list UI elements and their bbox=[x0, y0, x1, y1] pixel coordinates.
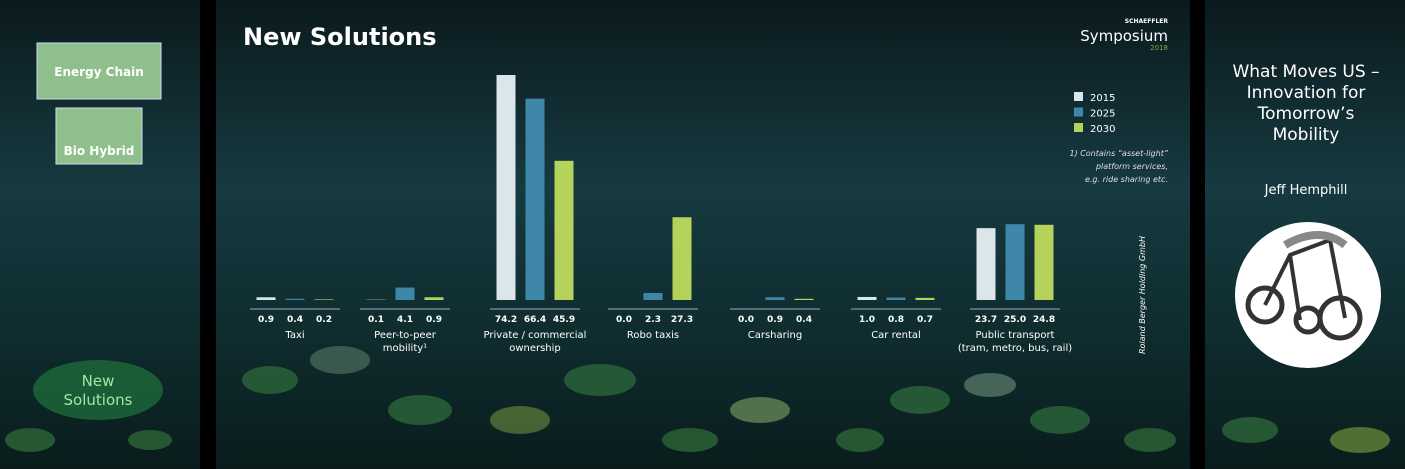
x-tick-label: Private / commercial ownership bbox=[483, 330, 587, 354]
legend-label: 2015 bbox=[1090, 93, 1115, 104]
energy-chain-tile[interactable] bbox=[36, 42, 162, 100]
speaker: Jeff Hemphill bbox=[1264, 183, 1348, 198]
value-label: 1.0 bbox=[859, 315, 875, 325]
current-section: New Solutions bbox=[63, 372, 133, 409]
x-tick-label: Public transport (tram, metro, bus, rail… bbox=[957, 330, 1073, 354]
value-label: 23.7 bbox=[975, 315, 997, 325]
value-label: 74.2 bbox=[495, 315, 517, 325]
footnote: 1) Contains “asset-light” platform servi… bbox=[1069, 149, 1168, 184]
bar bbox=[976, 228, 996, 300]
sidebar-item[interactable]: Bio Hybrid bbox=[64, 144, 135, 158]
bar bbox=[765, 297, 785, 300]
value-label: 0.7 bbox=[917, 315, 933, 325]
value-label: 0.9 bbox=[258, 315, 274, 325]
bar bbox=[857, 296, 877, 300]
legend-label: 2025 bbox=[1090, 109, 1115, 120]
value-label: 0.8 bbox=[888, 315, 904, 325]
bar bbox=[1034, 224, 1054, 300]
value-label: 27.3 bbox=[671, 315, 693, 325]
main-slide bbox=[216, 0, 1190, 469]
bar bbox=[643, 293, 663, 300]
value-label: 66.4 bbox=[524, 315, 546, 325]
x-tick-label: Carsharing bbox=[747, 330, 803, 341]
decoration bbox=[5, 346, 1390, 453]
bike-drawing bbox=[1245, 231, 1363, 341]
bio-hybrid-tile[interactable] bbox=[55, 107, 143, 165]
bar bbox=[1005, 224, 1025, 300]
bar bbox=[672, 217, 692, 300]
value-label: 0.9 bbox=[767, 315, 783, 325]
x-tick-label: Peer-to-peer mobility¹ bbox=[374, 330, 436, 354]
bar bbox=[794, 298, 814, 300]
bike-photo bbox=[1235, 222, 1381, 368]
legend-label: 2030 bbox=[1090, 124, 1115, 135]
x-tick-label: Car rental bbox=[871, 330, 921, 341]
value-label: 0.0 bbox=[738, 315, 754, 325]
bar bbox=[525, 98, 545, 301]
brand-small: SCHAEFFLER bbox=[1125, 18, 1169, 25]
legend-swatch bbox=[1074, 92, 1083, 101]
value-label: 0.4 bbox=[287, 315, 303, 325]
value-label: 0.0 bbox=[616, 315, 632, 325]
value-label: 0.9 bbox=[426, 315, 442, 325]
bar bbox=[886, 297, 906, 300]
legend-swatch bbox=[1074, 107, 1083, 117]
value-label: 0.4 bbox=[796, 315, 812, 325]
source: Roland Berger Holding GmbH bbox=[1138, 236, 1147, 354]
sidebar-item[interactable]: Energy Chain bbox=[54, 65, 144, 79]
bar bbox=[915, 297, 935, 300]
x-tick-label: Taxi bbox=[285, 330, 305, 341]
value-label: 25.0 bbox=[1004, 315, 1026, 325]
bar bbox=[395, 287, 415, 300]
brand: Symposium bbox=[1080, 27, 1168, 45]
bar bbox=[554, 160, 574, 300]
value-label: 45.9 bbox=[553, 315, 575, 325]
legend-swatch bbox=[1074, 123, 1083, 132]
bar bbox=[285, 298, 305, 300]
value-label: 24.8 bbox=[1033, 315, 1055, 325]
value-label: 4.1 bbox=[397, 315, 413, 325]
value-label: 0.2 bbox=[316, 315, 332, 325]
bar bbox=[256, 297, 276, 300]
value-label: 2.3 bbox=[645, 315, 661, 325]
bar bbox=[314, 299, 334, 300]
chart-title: New Solutions bbox=[243, 23, 437, 51]
talk-title: What Moves US – Innovation for Tomorrow’… bbox=[1232, 62, 1380, 145]
value-label: 0.1 bbox=[368, 315, 384, 325]
bar bbox=[496, 75, 516, 300]
bar bbox=[424, 297, 444, 300]
x-tick-label: Robo taxis bbox=[626, 330, 680, 341]
brand-year: 2018 bbox=[1150, 44, 1168, 52]
